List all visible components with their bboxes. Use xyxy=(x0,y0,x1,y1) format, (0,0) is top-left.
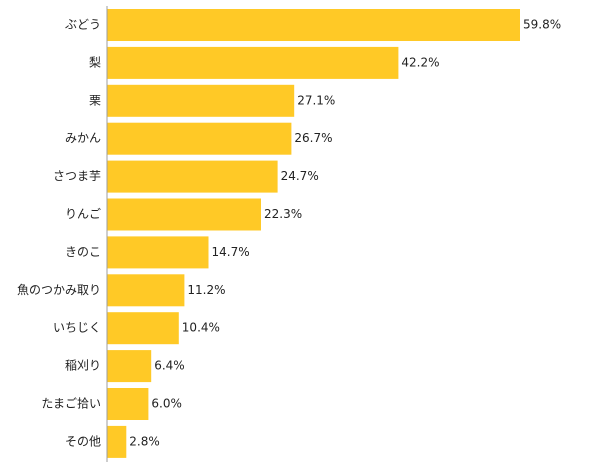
category-label: いちじく xyxy=(53,321,101,335)
value-label: 2.8% xyxy=(129,434,160,448)
value-labels-group: 59.8% 42.2% 27.1% 26.7% 24.7% 22.3% 14.7% 11.2%… xyxy=(129,18,561,449)
value-label: 6.0% xyxy=(151,397,182,411)
category-label: その他 xyxy=(65,434,101,448)
value-label: 26.7% xyxy=(294,131,332,145)
value-label: 10.4% xyxy=(182,321,220,335)
bar-10 xyxy=(107,388,149,420)
category-label: ぶどう xyxy=(65,18,101,32)
bar-1 xyxy=(107,46,399,79)
bar-9 xyxy=(107,350,152,383)
category-label: きのこ xyxy=(65,245,101,259)
value-label: 14.7% xyxy=(212,245,250,259)
bar-5 xyxy=(107,198,261,231)
bar-0 xyxy=(107,9,520,41)
category-label: 栗 xyxy=(89,93,101,107)
bar-2 xyxy=(107,84,295,117)
bar-4 xyxy=(107,160,278,193)
value-label: 59.8% xyxy=(523,18,561,32)
value-label: 6.4% xyxy=(154,359,185,373)
value-label: 24.7% xyxy=(281,169,319,183)
category-label: 稲刈り xyxy=(65,359,101,373)
bars-group xyxy=(107,9,520,458)
value-label: 22.3% xyxy=(264,207,302,221)
category-label: さつま芋 xyxy=(53,169,101,183)
bar-6 xyxy=(107,236,209,269)
category-label: 梨 xyxy=(89,55,101,69)
bar-11 xyxy=(107,425,127,458)
category-label: 魚のつかみ取り xyxy=(17,283,101,297)
value-label: 27.1% xyxy=(297,93,335,107)
category-label: りんご xyxy=(65,206,101,221)
bar-8 xyxy=(107,312,179,345)
value-label: 11.2% xyxy=(187,283,225,297)
category-label: たまご拾い xyxy=(41,396,101,411)
category-label: みかん xyxy=(65,131,101,145)
bar-3 xyxy=(107,122,292,155)
bar-7 xyxy=(107,274,185,307)
value-label: 42.2% xyxy=(401,55,439,69)
